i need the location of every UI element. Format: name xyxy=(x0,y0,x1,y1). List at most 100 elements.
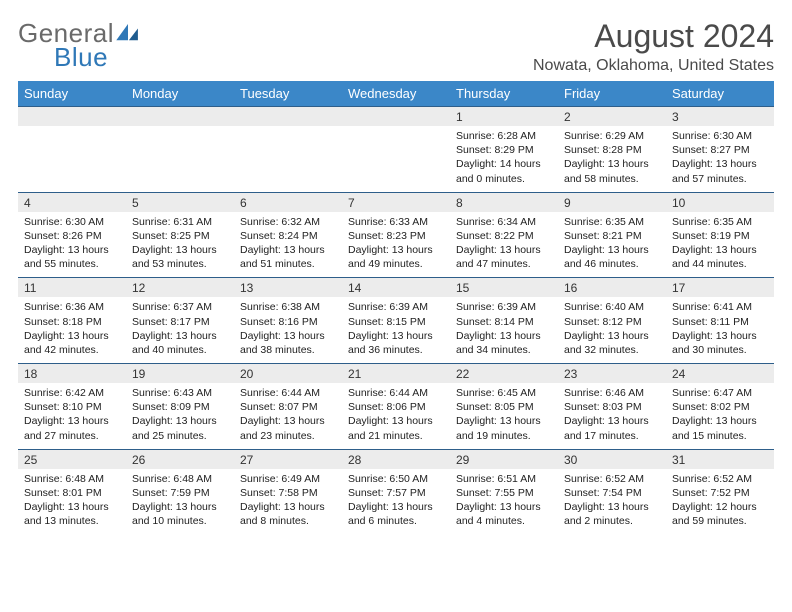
day-number-cell: 18 xyxy=(18,364,126,384)
day-number-cell: 25 xyxy=(18,449,126,469)
daylight-text-2: and 34 minutes. xyxy=(456,343,552,357)
daylight-text-2: and 27 minutes. xyxy=(24,429,120,443)
sunset-text: Sunset: 8:24 PM xyxy=(240,229,336,243)
daylight-text-1: Daylight: 13 hours xyxy=(564,243,660,257)
daylight-text-2: and 47 minutes. xyxy=(456,257,552,271)
daylight-text-1: Daylight: 13 hours xyxy=(564,414,660,428)
day-number-cell: 15 xyxy=(450,278,558,298)
weekday-header: Friday xyxy=(558,81,666,107)
sunset-text: Sunset: 8:19 PM xyxy=(672,229,768,243)
day-detail-row: Sunrise: 6:28 AMSunset: 8:29 PMDaylight:… xyxy=(18,126,774,192)
day-detail-cell: Sunrise: 6:52 AMSunset: 7:52 PMDaylight:… xyxy=(666,469,774,535)
sunrise-text: Sunrise: 6:30 AM xyxy=(24,215,120,229)
day-detail-cell: Sunrise: 6:51 AMSunset: 7:55 PMDaylight:… xyxy=(450,469,558,535)
daylight-text-1: Daylight: 13 hours xyxy=(564,500,660,514)
sunrise-text: Sunrise: 6:45 AM xyxy=(456,386,552,400)
day-number-cell: 22 xyxy=(450,364,558,384)
daylight-text-1: Daylight: 13 hours xyxy=(132,329,228,343)
daylight-text-2: and 25 minutes. xyxy=(132,429,228,443)
sunrise-text: Sunrise: 6:43 AM xyxy=(132,386,228,400)
sunrise-text: Sunrise: 6:38 AM xyxy=(240,300,336,314)
sunrise-text: Sunrise: 6:44 AM xyxy=(240,386,336,400)
daylight-text-1: Daylight: 13 hours xyxy=(240,500,336,514)
sunset-text: Sunset: 8:03 PM xyxy=(564,400,660,414)
daylight-text-2: and 15 minutes. xyxy=(672,429,768,443)
daylight-text-2: and 19 minutes. xyxy=(456,429,552,443)
day-number-cell: 4 xyxy=(18,192,126,212)
sunrise-text: Sunrise: 6:40 AM xyxy=(564,300,660,314)
sunrise-text: Sunrise: 6:31 AM xyxy=(132,215,228,229)
daylight-text-2: and 13 minutes. xyxy=(24,514,120,528)
day-detail-row: Sunrise: 6:48 AMSunset: 8:01 PMDaylight:… xyxy=(18,469,774,535)
daylight-text-1: Daylight: 13 hours xyxy=(240,414,336,428)
day-detail-cell: Sunrise: 6:40 AMSunset: 8:12 PMDaylight:… xyxy=(558,297,666,363)
sunset-text: Sunset: 8:23 PM xyxy=(348,229,444,243)
weekday-header: Tuesday xyxy=(234,81,342,107)
day-number-row: 11121314151617 xyxy=(18,278,774,298)
daylight-text-1: Daylight: 13 hours xyxy=(456,329,552,343)
day-number-cell: 26 xyxy=(126,449,234,469)
day-number-cell xyxy=(342,107,450,127)
sunset-text: Sunset: 7:52 PM xyxy=(672,486,768,500)
day-number-row: 123 xyxy=(18,107,774,127)
daylight-text-1: Daylight: 13 hours xyxy=(672,329,768,343)
day-detail-cell: Sunrise: 6:44 AMSunset: 8:07 PMDaylight:… xyxy=(234,383,342,449)
day-detail-cell: Sunrise: 6:37 AMSunset: 8:17 PMDaylight:… xyxy=(126,297,234,363)
daylight-text-2: and 42 minutes. xyxy=(24,343,120,357)
day-detail-cell: Sunrise: 6:31 AMSunset: 8:25 PMDaylight:… xyxy=(126,212,234,278)
location: Nowata, Oklahoma, United States xyxy=(533,57,774,75)
daylight-text-1: Daylight: 13 hours xyxy=(240,243,336,257)
daylight-text-1: Daylight: 13 hours xyxy=(24,414,120,428)
weekday-header-row: SundayMondayTuesdayWednesdayThursdayFrid… xyxy=(18,81,774,107)
daylight-text-2: and 0 minutes. xyxy=(456,172,552,186)
month-title: August 2024 xyxy=(533,18,774,55)
day-number-row: 18192021222324 xyxy=(18,364,774,384)
day-detail-cell: Sunrise: 6:43 AMSunset: 8:09 PMDaylight:… xyxy=(126,383,234,449)
daylight-text-1: Daylight: 13 hours xyxy=(348,414,444,428)
day-number-cell: 2 xyxy=(558,107,666,127)
sunrise-text: Sunrise: 6:35 AM xyxy=(564,215,660,229)
daylight-text-2: and 23 minutes. xyxy=(240,429,336,443)
daylight-text-2: and 6 minutes. xyxy=(348,514,444,528)
brand-part2: Blue xyxy=(54,44,140,70)
weekday-header: Wednesday xyxy=(342,81,450,107)
day-detail-cell xyxy=(18,126,126,192)
day-number-cell: 20 xyxy=(234,364,342,384)
day-detail-row: Sunrise: 6:42 AMSunset: 8:10 PMDaylight:… xyxy=(18,383,774,449)
daylight-text-2: and 57 minutes. xyxy=(672,172,768,186)
sunrise-text: Sunrise: 6:41 AM xyxy=(672,300,768,314)
sunset-text: Sunset: 8:07 PM xyxy=(240,400,336,414)
day-number-cell: 24 xyxy=(666,364,774,384)
day-detail-cell: Sunrise: 6:29 AMSunset: 8:28 PMDaylight:… xyxy=(558,126,666,192)
day-detail-cell xyxy=(234,126,342,192)
sunrise-text: Sunrise: 6:33 AM xyxy=(348,215,444,229)
sunset-text: Sunset: 7:57 PM xyxy=(348,486,444,500)
sunrise-text: Sunrise: 6:52 AM xyxy=(564,472,660,486)
day-detail-cell: Sunrise: 6:47 AMSunset: 8:02 PMDaylight:… xyxy=(666,383,774,449)
sunset-text: Sunset: 8:10 PM xyxy=(24,400,120,414)
daylight-text-2: and 8 minutes. xyxy=(240,514,336,528)
day-number-cell: 6 xyxy=(234,192,342,212)
day-number-cell: 7 xyxy=(342,192,450,212)
daylight-text-2: and 58 minutes. xyxy=(564,172,660,186)
day-detail-cell: Sunrise: 6:30 AMSunset: 8:26 PMDaylight:… xyxy=(18,212,126,278)
daylight-text-1: Daylight: 13 hours xyxy=(240,329,336,343)
sunrise-text: Sunrise: 6:39 AM xyxy=(348,300,444,314)
day-number-cell xyxy=(126,107,234,127)
sunrise-text: Sunrise: 6:49 AM xyxy=(240,472,336,486)
day-number-cell xyxy=(18,107,126,127)
daylight-text-2: and 55 minutes. xyxy=(24,257,120,271)
day-detail-cell: Sunrise: 6:48 AMSunset: 8:01 PMDaylight:… xyxy=(18,469,126,535)
day-detail-cell: Sunrise: 6:49 AMSunset: 7:58 PMDaylight:… xyxy=(234,469,342,535)
daylight-text-1: Daylight: 13 hours xyxy=(672,243,768,257)
day-number-cell: 5 xyxy=(126,192,234,212)
day-number-row: 45678910 xyxy=(18,192,774,212)
daylight-text-1: Daylight: 13 hours xyxy=(456,500,552,514)
sunset-text: Sunset: 7:55 PM xyxy=(456,486,552,500)
day-number-cell: 21 xyxy=(342,364,450,384)
day-detail-cell: Sunrise: 6:30 AMSunset: 8:27 PMDaylight:… xyxy=(666,126,774,192)
sunrise-text: Sunrise: 6:39 AM xyxy=(456,300,552,314)
day-number-cell: 16 xyxy=(558,278,666,298)
sunset-text: Sunset: 8:06 PM xyxy=(348,400,444,414)
daylight-text-2: and 17 minutes. xyxy=(564,429,660,443)
